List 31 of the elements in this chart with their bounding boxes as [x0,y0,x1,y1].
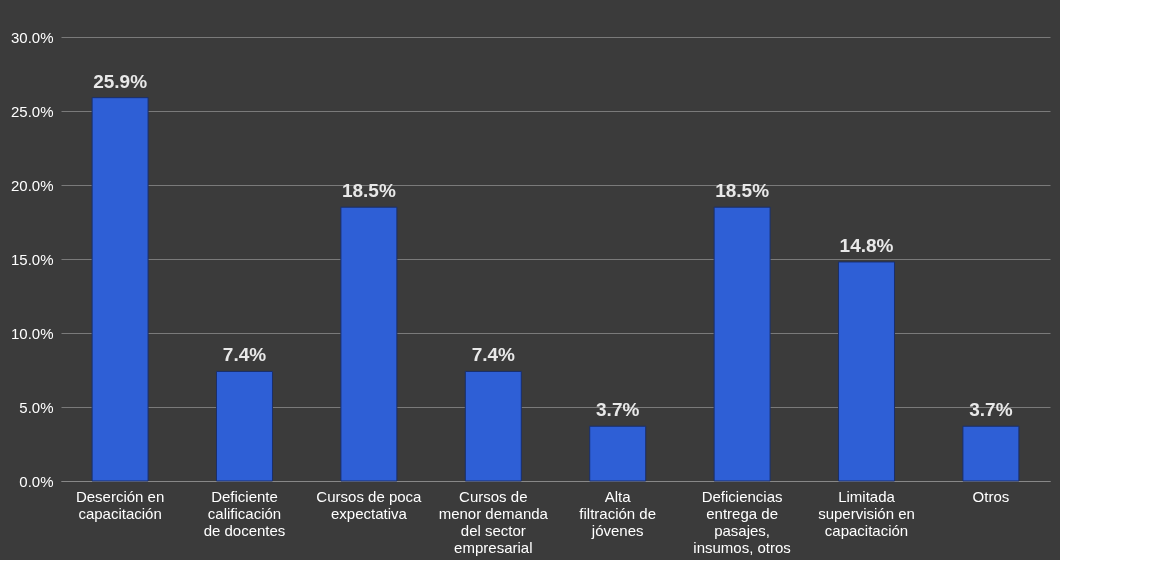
bar [838,261,895,482]
bar [962,425,1020,482]
x-tick-label: Limitada supervisión en capacitación [818,487,915,539]
bar [91,97,149,482]
bar [589,425,647,482]
bar [713,206,771,482]
y-tick-label: 5.0% [19,398,54,416]
bar [464,370,522,482]
data-label: 7.4% [471,344,516,366]
data-label: 3.7% [596,399,640,421]
y-tick-label: 10.0% [10,324,54,342]
x-tick-label: Deserción en capacitación [75,487,165,522]
y-tick-label: 20.0% [10,176,54,194]
x-tick-label: Deficiencias entrega de pasajes, insumos, otros [693,487,791,556]
bar [340,206,398,482]
x-tick-label: Cursos de menor demanda del sector empresarial [438,487,549,556]
data-label: 18.5% [715,180,770,202]
y-tick-label: 30.0% [10,28,54,46]
x-tick-label: Alta filtración de jóvenes [579,487,657,539]
y-tick-label: 0.0% [19,472,54,490]
data-label: 3.7% [969,399,1013,421]
y-tick-label: 15.0% [10,250,54,268]
data-label: 25.9% [93,70,148,92]
data-label: 7.4% [222,344,267,366]
x-tick-label: Otros [972,487,1010,505]
data-label: 14.8% [839,234,894,256]
bar [216,370,273,482]
x-tick-label: Deficiente calificación de docentes [203,487,286,539]
y-tick-label: 25.0% [10,102,54,120]
x-tick-label: Cursos de poca expectativa [316,487,423,522]
data-label: 18.5% [341,180,396,202]
